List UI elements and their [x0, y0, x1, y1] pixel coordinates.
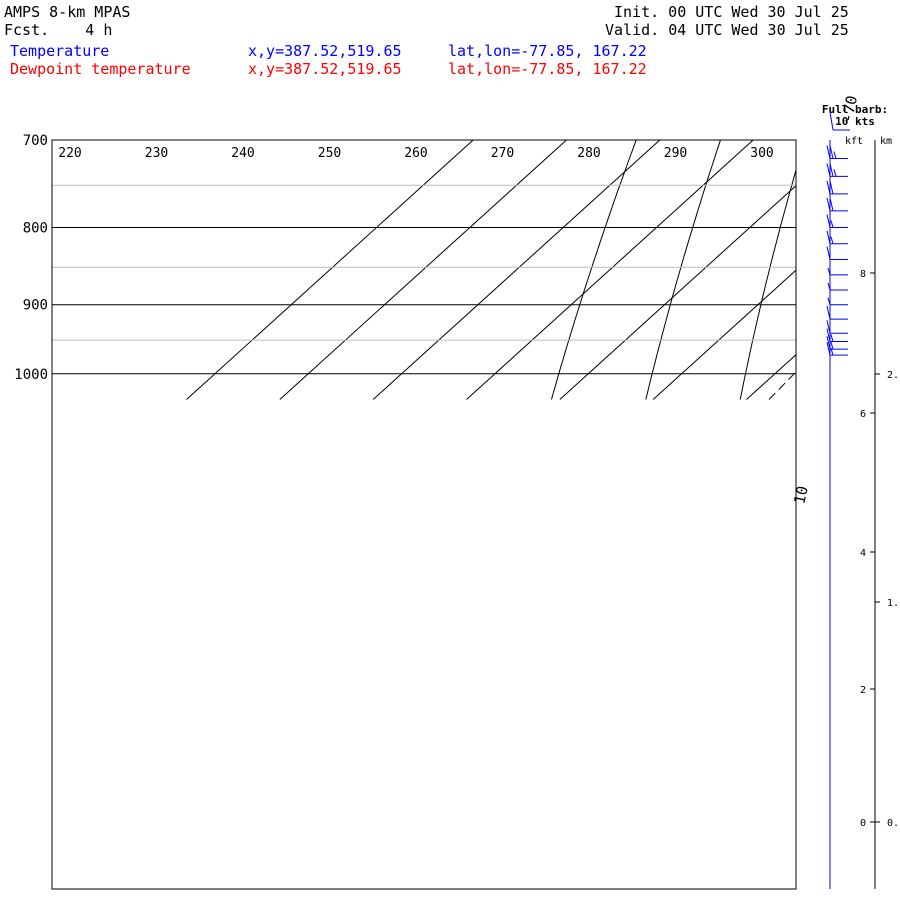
moist-adiabat-line [803, 140, 863, 400]
legend-barb-flag [829, 111, 834, 131]
wind-barb [826, 180, 848, 195]
wind-barb [826, 306, 848, 320]
grid-labels: 7008009001000-70-60-50-40-30-20-10010220… [14, 94, 861, 506]
isotherm-label: 10 [790, 484, 811, 505]
mixing-ratio-line [829, 194, 900, 400]
kft-tick-label: 6 [860, 409, 866, 420]
wind-barb [826, 246, 848, 261]
isotherm-line [466, 140, 754, 400]
pressure-tick-label: 800 [23, 221, 48, 237]
profile-lines [887, 140, 900, 363]
forecast-hour: Fcst. 4 h [4, 21, 113, 39]
wind-barb [826, 230, 848, 245]
dry-adiabat-label: 260 [404, 146, 427, 161]
isotherm-line [279, 140, 567, 400]
dry-adiabat-label: 250 [318, 146, 341, 161]
kft-tick-label: 2 [860, 685, 866, 696]
isotherm-line [559, 185, 796, 400]
init-time: Init. 00 UTC Wed 30 Jul 25 [614, 3, 849, 21]
wind-barb [826, 320, 848, 334]
temperature-latlon: lat,lon=-77.85, 167.22 [448, 42, 647, 60]
km-label: km [880, 136, 892, 147]
kft-tick-label: 4 [860, 548, 866, 559]
dewpoint-label: Dewpoint temperature [10, 60, 191, 78]
isotherm-line [652, 269, 796, 400]
wind-barb [826, 145, 848, 159]
kft-tick-label: 8 [860, 269, 866, 280]
isotherm-line [186, 140, 474, 400]
isotherm-line [840, 140, 900, 400]
dry-adiabat-label: 220 [58, 146, 81, 161]
wind-barb [826, 335, 848, 350]
dry-adiabat-label: 240 [231, 146, 254, 161]
km-tick-label: 2. [887, 370, 899, 381]
barb-legend-speed: 10 kts [835, 115, 875, 128]
kft-label: kft [845, 136, 863, 147]
plot-frame [51, 139, 797, 890]
dry-adiabat-line [551, 140, 637, 400]
dewpoint-latlon: lat,lon=-77.85, 167.22 [448, 60, 647, 78]
isotherm-line [746, 354, 796, 400]
temperature-xy: x,y=387.52,519.65 [248, 42, 402, 60]
dry-adiabat-label: 290 [664, 146, 687, 161]
dry-adiabat-label: 300 [750, 146, 773, 161]
mixing-ratio-line [768, 371, 796, 400]
mixing-ratio-line [892, 194, 900, 400]
km-tick-label: 0. [887, 818, 899, 829]
wind-barb [826, 163, 848, 177]
model-title: AMPS 8-km MPAS [4, 3, 131, 21]
dry-adiabat-label: 270 [491, 146, 514, 161]
wind-barb [826, 197, 848, 212]
wind-barb [827, 267, 848, 276]
isotherm-line [372, 140, 661, 400]
barb-legend-title: Full barb: [822, 103, 888, 116]
kft-tick-label: 0 [860, 818, 866, 829]
dry-adiabat-label: 280 [577, 146, 600, 161]
pressure-tick-label: 700 [23, 133, 48, 149]
dry-adiabat-line [739, 168, 796, 400]
wind-barb [827, 297, 848, 306]
wind-barb [827, 282, 848, 291]
wind-barb [826, 214, 848, 229]
dry-adiabat-line [645, 140, 721, 400]
dewpoint-xy: x,y=387.52,519.65 [248, 60, 402, 78]
pressure-tick-label: 900 [23, 298, 48, 314]
valid-time: Valid. 04 UTC Wed 30 Jul 25 [605, 21, 849, 39]
thermo-grid [186, 140, 900, 400]
isobars [52, 139, 796, 375]
wind-barb-panel: Full barb:10 kts kft km 0 2 4 6 8 0. 1. 2. [822, 103, 899, 889]
isotherm-label: -70 [838, 94, 861, 124]
km-tick-label: 1. [887, 598, 899, 609]
pressure-tick-label: 1000 [14, 367, 48, 383]
dry-adiabat-label: 230 [145, 146, 168, 161]
temperature-label: Temperature [10, 42, 110, 60]
dewpoint-temperature-line [887, 140, 900, 363]
moist-adiabat-line [877, 140, 900, 400]
header: AMPS 8-km MPAS Fcst. 4 h Init. 00 UTC We… [0, 0, 900, 84]
wind-barb [826, 328, 848, 343]
